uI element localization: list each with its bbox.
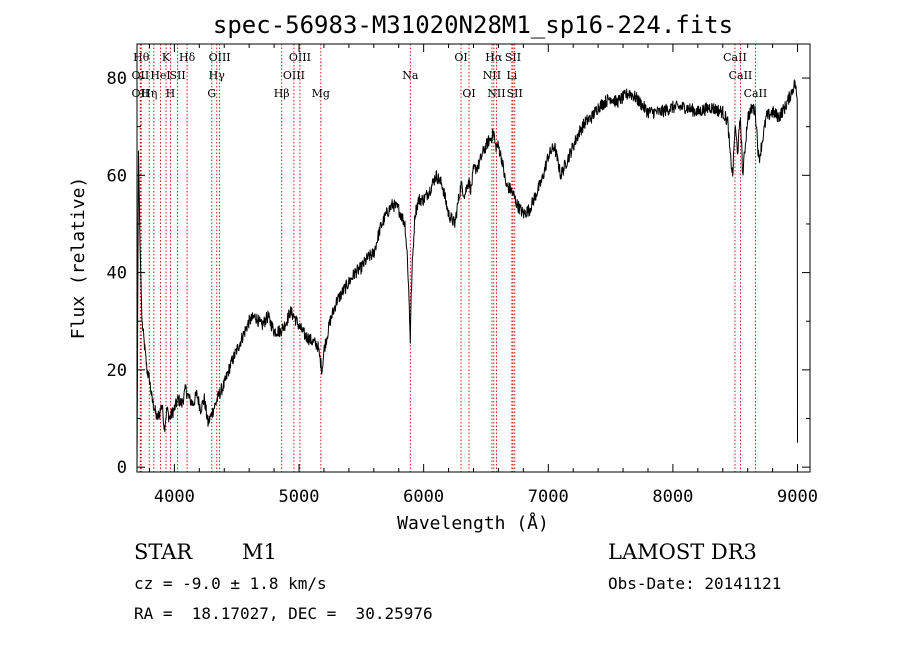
- line-marker-label-13: Hβ: [274, 87, 290, 100]
- axis-ticks: 4000 5000 6000 7000 8000 9000 0 20 40 60 80: [107, 44, 818, 507]
- line-marker-label-24: SII: [505, 51, 521, 64]
- line-marker-label-11: Hγ: [209, 69, 226, 82]
- line-marker-label-5: HeI: [150, 69, 170, 82]
- line-marker-label-27: CaII: [729, 69, 753, 82]
- line-marker-label-12: OIII: [209, 51, 231, 64]
- y-axis-label: Flux (relative): [68, 177, 89, 340]
- spectrum-plot: [136, 79, 798, 468]
- object-subclass: M1: [242, 540, 277, 564]
- obs-date-text: Obs-Date: 20141121: [608, 574, 782, 593]
- spectrum-line: [136, 79, 798, 468]
- chart-title: spec-56983-M31020N28M1_sp16-224.fits: [213, 11, 733, 39]
- line-marker-label-19: OI: [462, 87, 475, 100]
- line-marker-label-22: NII: [487, 87, 505, 100]
- line-marker-label-26: CaII: [723, 51, 747, 64]
- line-marker-label-0: Hθ: [133, 51, 150, 64]
- line-marker-label-6: K: [162, 51, 171, 64]
- x-axis-label: Wavelength (Å): [397, 512, 549, 534]
- line-marker-label-14: OIII: [283, 69, 305, 82]
- line-marker-label-3: Hη: [141, 87, 157, 100]
- line-marker-label-23: Li: [506, 69, 517, 82]
- line-marker-label-20: NII: [483, 69, 501, 82]
- line-marker-label-2: OII: [132, 87, 150, 100]
- line-marker-label-21: Hα: [485, 51, 503, 64]
- line-marker-label-10: G: [207, 87, 216, 100]
- x-tick-label-6000: 6000: [403, 487, 444, 507]
- y-tick-label-40: 40: [107, 264, 127, 284]
- plot-frame: [136, 43, 811, 473]
- line-marker-label-16: Mg: [312, 87, 330, 100]
- y-tick-label-60: 60: [107, 166, 127, 186]
- survey-name: LAMOST DR3: [608, 540, 757, 564]
- x-tick-label-9000: 9000: [777, 487, 818, 507]
- line-marker-label-15: OIII: [289, 51, 311, 64]
- y-tick-label-80: 80: [107, 69, 127, 89]
- y-tick-label-0: 0: [117, 458, 127, 478]
- object-class: STAR: [134, 540, 193, 564]
- x-tick-label-4000: 4000: [154, 487, 195, 507]
- x-tick-label-8000: 8000: [652, 487, 693, 507]
- redshift-text: cz = -9.0 ± 1.8 km/s: [134, 574, 327, 593]
- line-marker-label-28: CaII: [744, 87, 768, 100]
- line-marker-label-17: Na: [402, 69, 419, 82]
- x-tick-label-5000: 5000: [279, 487, 320, 507]
- x-tick-label-7000: 7000: [528, 487, 569, 507]
- line-markers: HθOIIOIIHηHeIKHSIIHδGHγOIIIHβOIIIOIIIMgN…: [132, 44, 768, 472]
- line-marker-label-7: H: [166, 87, 176, 100]
- y-tick-label-20: 20: [107, 361, 127, 381]
- line-marker-label-9: Hδ: [179, 51, 196, 64]
- line-marker-label-8: SII: [170, 69, 186, 82]
- coordinates-text: RA = 18.17027, DEC = 30.25976: [134, 604, 433, 623]
- line-marker-label-18: OI: [454, 51, 467, 64]
- line-marker-label-25: SII: [507, 87, 523, 100]
